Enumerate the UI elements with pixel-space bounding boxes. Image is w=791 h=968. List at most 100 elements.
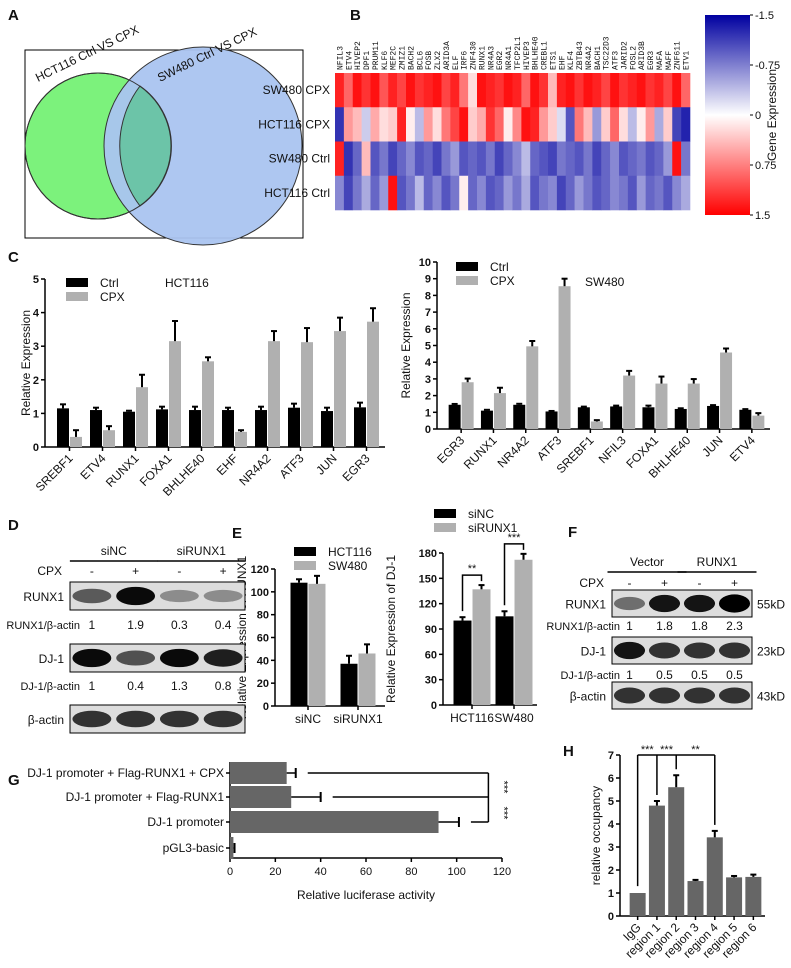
heatmap-cell	[636, 141, 646, 177]
heatmap-cell	[379, 107, 389, 142]
heatmap-cell	[548, 107, 558, 142]
heatmap-cell	[397, 175, 407, 211]
heatmap-cell	[361, 141, 371, 177]
heatmap-cell	[485, 107, 496, 142]
heatmap-cell	[556, 175, 567, 211]
bar	[668, 787, 685, 916]
heatmap-column-label: ARID3B	[638, 41, 647, 70]
heatmap-cell	[485, 141, 496, 177]
heatmap-cell	[627, 107, 638, 142]
bar	[123, 411, 135, 447]
blot-row-label: DJ-1	[39, 652, 65, 666]
bar	[674, 408, 687, 429]
heatmap-cell	[503, 107, 513, 142]
bar	[648, 805, 665, 916]
bar	[169, 341, 181, 447]
heatmap-cell	[432, 107, 442, 142]
bar	[610, 406, 623, 429]
heatmap-column-label: EHF	[558, 55, 567, 70]
heatmap-column-label: ETV4	[345, 51, 354, 70]
heatmap-cell	[450, 175, 460, 211]
bar	[340, 663, 358, 706]
heatmap-column-label: NR4A3	[487, 46, 496, 70]
significance-label: ***	[641, 744, 655, 756]
blot-band	[718, 687, 751, 704]
heatmap-cell	[406, 141, 416, 177]
heatmap-cell	[335, 141, 345, 177]
heatmap-cell	[574, 107, 584, 142]
blot-band	[159, 589, 199, 603]
x-tick-label: 20	[269, 866, 281, 878]
heatmap-cell	[379, 141, 389, 177]
heatmap-column-label: EGR3	[647, 51, 656, 70]
panel-label-F: F	[568, 524, 577, 541]
bar	[358, 653, 376, 706]
heatmap-cell	[592, 175, 602, 211]
heatmap-cell	[583, 107, 593, 142]
heatmap-cell	[574, 141, 584, 177]
blot-band	[159, 648, 199, 668]
blot-quant-label: RUNX1/β-actin	[546, 621, 620, 633]
heatmap-cell	[494, 175, 504, 211]
heatmap-cell	[414, 175, 425, 211]
heatmap-cell	[414, 141, 425, 177]
blot-group-label: Vector	[630, 555, 664, 569]
heatmap-cell	[512, 175, 522, 211]
heatmap-column-label: BACH2	[407, 46, 416, 70]
x-tick-label: RUNX1	[461, 433, 500, 472]
heatmap-column-label: MAFF	[665, 51, 674, 70]
heatmap-column-label: FOSL2	[629, 46, 638, 70]
bar	[230, 811, 439, 833]
blot-band	[613, 641, 646, 660]
heatmap-cell	[672, 73, 682, 108]
legend-label: SW480	[328, 559, 368, 573]
heatmap-cell	[352, 141, 362, 177]
heatmap-cell	[521, 175, 531, 211]
heatmap-cell	[406, 73, 416, 108]
blot-quant-value: 1	[626, 668, 633, 682]
bar	[472, 589, 491, 705]
blot-band	[203, 589, 243, 603]
heatmap-cell	[485, 73, 496, 108]
legend-swatch	[456, 262, 478, 271]
blot-band	[116, 710, 156, 728]
bar	[321, 411, 333, 447]
heatmap-cell	[503, 141, 513, 177]
x-tick-label: ETV4	[727, 433, 758, 464]
y-tick-label: pGL3-basic	[163, 841, 224, 855]
heatmap-cell	[459, 73, 469, 108]
heatmap-cell	[441, 141, 451, 177]
blot-band	[203, 710, 243, 728]
heatmap-cell	[592, 73, 602, 108]
blot-treatment-label: CPX	[37, 564, 62, 578]
heatmap-column-label: FOSB	[425, 51, 434, 70]
y-axis-label: Relative Expression of RUNX1	[235, 555, 249, 719]
bar	[493, 393, 506, 429]
heatmap-cell	[681, 141, 691, 177]
bar	[136, 387, 148, 447]
heatmap-cell	[468, 175, 478, 211]
blot-band	[159, 710, 199, 728]
y-axis-label: relative occupancy	[589, 786, 603, 885]
legend-label: Ctrl	[100, 276, 119, 290]
x-tick-label: NR4A2	[495, 433, 532, 470]
x-tick-label: NR4A2	[236, 451, 273, 488]
x-tick-label: ATF3	[277, 451, 307, 481]
heatmap-cell	[343, 141, 354, 177]
heatmap-column-label: EGR2	[496, 51, 505, 70]
y-tick-label: 1	[33, 408, 39, 420]
heatmap-cell	[663, 175, 673, 211]
blot-treatment-sign: -	[628, 576, 632, 590]
blot-band	[683, 687, 716, 704]
heatmap-column-label: HIVEP3	[523, 41, 532, 70]
y-tick-label: 5	[425, 341, 431, 353]
legend-label: CPX	[100, 290, 125, 304]
bar	[545, 411, 558, 429]
y-tick-label: 120	[419, 599, 437, 611]
heatmap-column-label: MEF2C	[390, 46, 399, 70]
blot-row-label: β-actin	[570, 690, 606, 704]
heatmap-cell	[352, 73, 362, 108]
blot-size-label: 43kD	[757, 690, 785, 704]
x-tick-label: RUNX1	[103, 451, 142, 490]
